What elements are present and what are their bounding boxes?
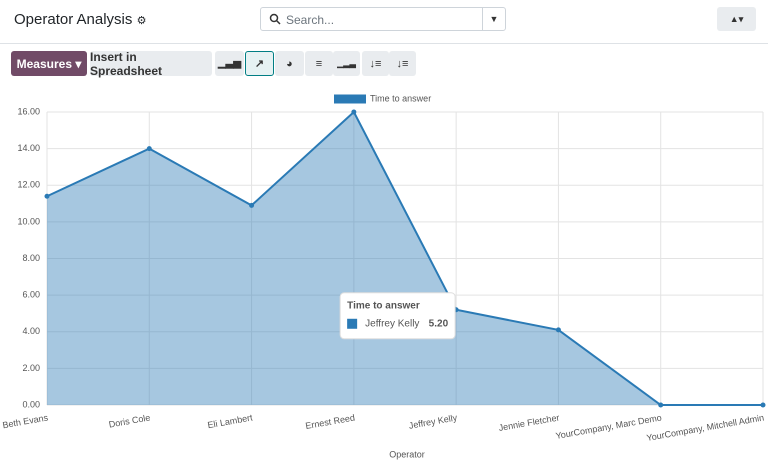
tooltip-category: Jeffrey Kelly bbox=[365, 318, 419, 329]
top-bar: Operator Analysis ⚙ Search... ▼ ▲▾ bbox=[0, 0, 768, 44]
x-tick-label: Doris Cole bbox=[108, 412, 151, 429]
stack-button[interactable]: ≡ bbox=[305, 51, 333, 76]
measures-button[interactable]: Measures ▾ bbox=[11, 51, 87, 76]
x-tick-label: Eli Lambert bbox=[207, 412, 254, 430]
y-tick-label: 16.00 bbox=[17, 106, 40, 116]
search-icon bbox=[269, 13, 281, 25]
pie-chart-button[interactable]: ◕ bbox=[275, 51, 304, 76]
y-tick-label: 10.00 bbox=[17, 216, 40, 226]
point bbox=[146, 146, 152, 152]
point bbox=[351, 109, 357, 115]
view-switcher[interactable]: ▲▾ bbox=[717, 7, 756, 31]
area bbox=[47, 112, 763, 405]
y-tick-label: 14.00 bbox=[17, 143, 40, 153]
point bbox=[249, 202, 255, 208]
point bbox=[453, 307, 459, 313]
line bbox=[46, 110, 763, 406]
point bbox=[44, 193, 50, 199]
line-chart-button[interactable]: ↗ bbox=[245, 51, 274, 76]
point bbox=[555, 327, 561, 333]
cumulative-button[interactable]: ▁▂▃ bbox=[333, 51, 360, 76]
y-tick-label: 6.00 bbox=[22, 290, 40, 300]
y-tick-label: 2.00 bbox=[22, 363, 40, 373]
legend-label: Time to answer bbox=[370, 93, 431, 103]
search-placeholder: Search... bbox=[286, 13, 335, 27]
sort-desc-button[interactable]: ↓≡ bbox=[362, 51, 389, 76]
tooltip-swatch bbox=[347, 318, 358, 329]
y-tick-label: 8.00 bbox=[22, 253, 40, 263]
point bbox=[658, 402, 664, 408]
search-toggle[interactable]: ▼ bbox=[482, 8, 505, 30]
point bbox=[760, 402, 766, 408]
x-axis-label: Operator bbox=[389, 449, 425, 459]
y-tick-label: 4.00 bbox=[22, 326, 40, 336]
x-tick-label: YourCompany, Mitchell Admin bbox=[646, 412, 765, 443]
tooltip bbox=[339, 292, 456, 340]
bar-chart-button[interactable]: ▁▃▅ bbox=[215, 51, 244, 76]
x-tick-label: Jennie Fletcher bbox=[498, 412, 560, 433]
x-tick-label: Beth Evans bbox=[2, 412, 50, 430]
x-tick-label: YourCompany, Marc Demo bbox=[555, 412, 663, 441]
legend-swatch bbox=[334, 94, 366, 104]
insert-spreadsheet-button[interactable]: Insert in Spreadsheet bbox=[90, 50, 212, 78]
tooltip-value: 5.20 bbox=[429, 318, 449, 329]
tooltip-title: Time to answer bbox=[347, 300, 420, 311]
page-title: Operator Analysis ⚙ bbox=[14, 11, 147, 28]
y-tick-label: 0.00 bbox=[22, 399, 40, 409]
search-box[interactable]: Search... ▼ bbox=[260, 7, 506, 31]
x-tick-label: Jeffrey Kelly bbox=[408, 412, 458, 430]
sort-asc-button[interactable]: ↓≡ bbox=[389, 51, 416, 76]
y-tick-label: 12.00 bbox=[17, 180, 40, 190]
x-tick-label: Ernest Reed bbox=[305, 412, 356, 431]
